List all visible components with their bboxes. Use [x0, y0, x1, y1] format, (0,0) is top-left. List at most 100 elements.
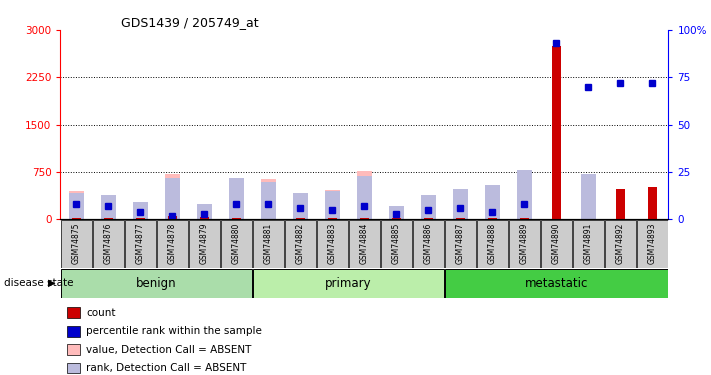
Bar: [517, 170, 532, 219]
Bar: [485, 185, 500, 219]
Bar: [197, 204, 212, 219]
Bar: [133, 205, 148, 219]
FancyBboxPatch shape: [220, 220, 252, 268]
FancyBboxPatch shape: [252, 269, 444, 297]
Text: count: count: [86, 308, 115, 318]
Bar: [456, 218, 465, 219]
FancyBboxPatch shape: [60, 269, 252, 297]
Text: percentile rank within the sample: percentile rank within the sample: [86, 326, 262, 336]
Bar: [165, 174, 180, 219]
Bar: [357, 176, 372, 219]
FancyBboxPatch shape: [444, 269, 668, 297]
Bar: [453, 192, 468, 219]
Text: metastatic: metastatic: [525, 277, 588, 290]
Bar: [421, 196, 436, 219]
Bar: [69, 193, 84, 219]
Bar: [229, 178, 244, 219]
FancyBboxPatch shape: [156, 220, 188, 268]
Text: GSM74879: GSM74879: [200, 223, 209, 264]
FancyBboxPatch shape: [476, 220, 508, 268]
Text: GSM74891: GSM74891: [584, 223, 593, 264]
Bar: [488, 218, 497, 219]
FancyBboxPatch shape: [540, 220, 572, 268]
Text: disease state: disease state: [4, 278, 73, 288]
Text: benign: benign: [136, 277, 177, 290]
Bar: [421, 195, 436, 219]
Bar: [325, 191, 340, 219]
Bar: [616, 189, 625, 219]
FancyBboxPatch shape: [380, 220, 412, 268]
Bar: [165, 178, 180, 219]
Text: GSM74892: GSM74892: [616, 223, 625, 264]
Text: rank, Detection Call = ABSENT: rank, Detection Call = ABSENT: [86, 363, 246, 373]
Text: GSM74882: GSM74882: [296, 223, 305, 264]
Text: GSM74888: GSM74888: [488, 223, 497, 264]
FancyBboxPatch shape: [604, 220, 636, 268]
Text: GSM74885: GSM74885: [392, 223, 401, 264]
Text: primary: primary: [325, 277, 372, 290]
Text: GSM74883: GSM74883: [328, 223, 337, 264]
Bar: [67, 344, 80, 355]
Text: GSM74890: GSM74890: [552, 223, 561, 264]
Bar: [72, 218, 81, 219]
Text: GSM74875: GSM74875: [72, 223, 81, 264]
Text: GSM74893: GSM74893: [648, 223, 657, 264]
Text: GSM74876: GSM74876: [104, 223, 113, 264]
Bar: [453, 189, 468, 219]
Bar: [200, 217, 209, 219]
Bar: [69, 191, 84, 219]
Bar: [552, 46, 561, 219]
Text: GDS1439 / 205749_at: GDS1439 / 205749_at: [121, 16, 259, 29]
Bar: [360, 218, 369, 219]
FancyBboxPatch shape: [92, 220, 124, 268]
Bar: [392, 218, 401, 219]
Text: GSM74877: GSM74877: [136, 223, 145, 264]
FancyBboxPatch shape: [60, 220, 92, 268]
Text: GSM74880: GSM74880: [232, 223, 241, 264]
Bar: [101, 195, 116, 219]
Bar: [261, 179, 276, 219]
Bar: [67, 363, 80, 374]
Bar: [67, 308, 80, 318]
Bar: [104, 218, 113, 219]
Bar: [232, 218, 241, 219]
Bar: [293, 193, 308, 219]
Bar: [296, 218, 305, 219]
FancyBboxPatch shape: [348, 220, 380, 268]
Bar: [389, 207, 404, 219]
FancyBboxPatch shape: [572, 220, 604, 268]
FancyBboxPatch shape: [188, 220, 220, 268]
Text: GSM74881: GSM74881: [264, 223, 273, 264]
Text: GSM74878: GSM74878: [168, 223, 177, 264]
Bar: [197, 207, 212, 219]
Bar: [357, 171, 372, 219]
Text: GSM74887: GSM74887: [456, 223, 465, 264]
Bar: [261, 182, 276, 219]
Bar: [293, 198, 308, 219]
Bar: [520, 218, 529, 219]
Bar: [133, 202, 148, 219]
Bar: [325, 190, 340, 219]
Bar: [648, 187, 657, 219]
FancyBboxPatch shape: [444, 220, 476, 268]
Text: GSM74889: GSM74889: [520, 223, 529, 264]
Bar: [136, 218, 145, 219]
Bar: [389, 206, 404, 219]
FancyBboxPatch shape: [508, 220, 540, 268]
Text: GSM74884: GSM74884: [360, 223, 369, 264]
Bar: [581, 174, 596, 219]
FancyBboxPatch shape: [636, 220, 668, 268]
FancyBboxPatch shape: [252, 220, 284, 268]
Text: ▶: ▶: [48, 278, 55, 288]
Bar: [517, 183, 532, 219]
Bar: [168, 216, 177, 219]
Bar: [328, 218, 337, 219]
FancyBboxPatch shape: [124, 220, 156, 268]
Bar: [424, 218, 433, 219]
Bar: [101, 195, 116, 219]
FancyBboxPatch shape: [412, 220, 444, 268]
Bar: [229, 183, 244, 219]
FancyBboxPatch shape: [284, 220, 316, 268]
Bar: [485, 187, 500, 219]
Text: GSM74886: GSM74886: [424, 223, 433, 264]
